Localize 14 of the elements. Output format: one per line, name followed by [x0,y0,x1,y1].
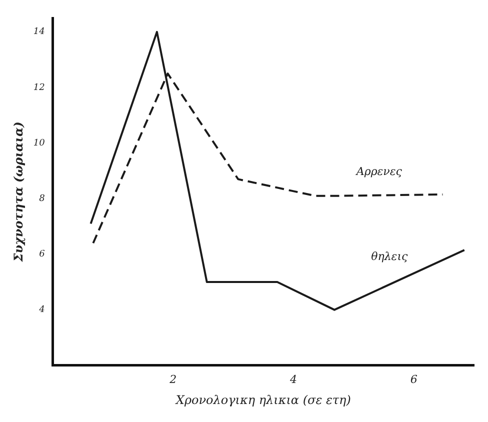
y-tick-label: 8 [39,194,46,204]
y-axis-title: Συχνοτητα (ωριαια) [11,122,26,263]
y-tick-label: 10 [33,138,46,148]
x-tick-label: 6 [410,372,418,386]
line-series [92,72,444,244]
y-tick-label: 14 [33,27,46,38]
y-tick-label: 4 [38,305,46,316]
series-label: Αρρενες [355,165,403,178]
x-axis-title: Χρονολογικη ηλικια (σε ετη) [174,392,352,407]
x-tick-label: 2 [168,372,177,386]
series-label: θηλεις [371,250,409,263]
y-tick-label: 12 [33,82,46,93]
x-tick-label: 4 [289,372,298,386]
y-tick-label: 6 [39,250,46,260]
